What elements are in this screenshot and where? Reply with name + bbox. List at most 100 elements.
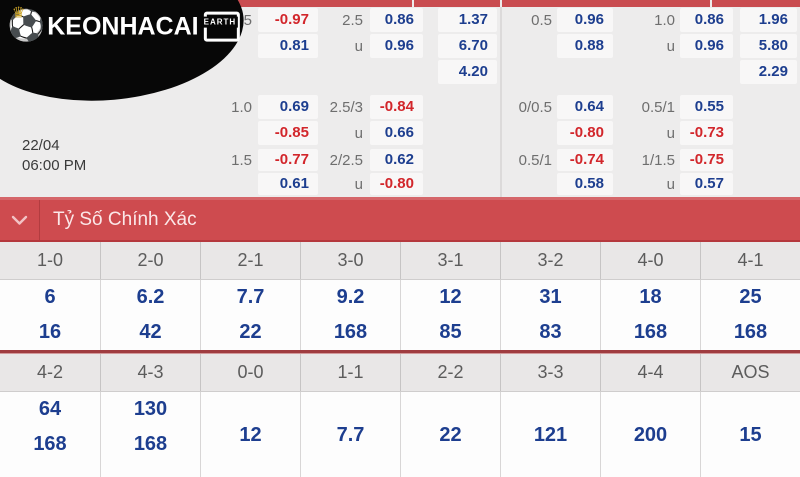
under-indicator: u [666, 38, 675, 55]
over-under-odds-value[interactable]: 0.96 [370, 34, 423, 58]
score-cell[interactable]: 64 168 [0, 392, 100, 477]
under-indicator: u [354, 176, 363, 193]
score-column-header: 3-2 [500, 242, 600, 279]
over-under-odds: 0.86 0.96 [370, 8, 423, 60]
panel-divider [500, 7, 502, 197]
score-odds-value[interactable]: 83 [539, 321, 562, 343]
handicap-odds-value[interactable]: 0.88 [557, 34, 613, 58]
over-under-odds-value[interactable]: -0.84 [370, 95, 423, 119]
odds-group: 0.5 0.96 0.88 1.0 u 0.86 0.96 1.96 5.80 2.29 [500, 8, 797, 86]
score-odds-value[interactable]: 22 [439, 423, 462, 446]
score-column-header: 4-0 [600, 242, 700, 279]
over-under-odds: 0.62 -0.80 [370, 149, 423, 197]
handicap-odds: -0.77 0.61 [258, 149, 318, 197]
score-odds-value[interactable]: 85 [439, 321, 462, 343]
score-column-header: 4-2 [36, 362, 63, 382]
score-odds-value[interactable]: 16 [38, 321, 62, 343]
over-under-odds-value[interactable]: 0.62 [370, 149, 423, 171]
score-odds-value[interactable]: 7.7 [336, 423, 365, 446]
score-odds-value[interactable]: 168 [33, 433, 67, 455]
handicap-odds-value[interactable]: -0.74 [557, 149, 613, 171]
over-under-line-text: 2.5 [342, 12, 363, 29]
score-column-header: 2-0 [100, 242, 200, 279]
score-column-header: 2-2 [400, 354, 500, 391]
score-cell[interactable]: 121 [500, 392, 600, 477]
score-cell[interactable]: 9.2 168 [300, 280, 400, 350]
handicap-odds-value[interactable]: 0.58 [557, 173, 613, 195]
score-cell[interactable]: 12 [200, 392, 300, 477]
handicap-odds-value[interactable]: 0.81 [258, 34, 318, 58]
score-cell[interactable]: 25 168 [700, 280, 800, 350]
one-x-two-odds-value[interactable]: 2.29 [740, 60, 797, 84]
over-under-odds-value[interactable]: -0.80 [370, 173, 423, 195]
score-odds-value[interactable]: 7.7 [236, 286, 265, 308]
score-odds-value[interactable]: 168 [333, 321, 368, 343]
score-cell[interactable]: 7.7 [300, 392, 400, 477]
handicap-odds-value[interactable]: 0.69 [258, 95, 318, 119]
over-under-odds-value[interactable]: 0.86 [680, 8, 733, 32]
odds-panel-away: 0.5 0.96 0.88 1.0 u 0.86 0.96 1.96 5.80 2.29 0/0.5… [500, 0, 800, 197]
over-under-odds-value[interactable]: 0.86 [370, 8, 423, 32]
over-under-odds-value[interactable]: 0.96 [680, 34, 733, 58]
handicap-odds-value[interactable]: 0.96 [557, 8, 613, 32]
over-under-odds-value[interactable]: 0.57 [680, 173, 733, 195]
score-odds-value[interactable]: 168 [733, 321, 768, 343]
score-odds-value[interactable]: 15 [739, 423, 762, 446]
score-cell[interactable]: 15 [700, 392, 800, 477]
under-indicator: u [666, 125, 675, 142]
score-odds-value[interactable]: 6 [44, 286, 56, 308]
one-x-two-odds-value[interactable]: 5.80 [740, 34, 797, 58]
handicap-odds-value[interactable]: -0.97 [258, 8, 318, 32]
score-odds-value[interactable]: 12 [439, 286, 462, 308]
handicap-odds-value[interactable]: 0.61 [258, 173, 318, 195]
score-cell[interactable]: 31 83 [500, 280, 600, 350]
score-odds-value[interactable]: 12 [239, 423, 262, 446]
over-under-odds: -0.84 0.66 [370, 95, 423, 147]
score-odds-value[interactable]: 42 [139, 321, 162, 343]
over-under-odds-value[interactable]: 0.55 [680, 95, 733, 119]
score-column-header: 4-3 [100, 354, 200, 391]
score-cell[interactable]: 6 16 [0, 280, 100, 350]
score-odds-value[interactable]: 31 [539, 286, 562, 308]
correct-score-section-bar[interactable]: Tỷ Số Chính Xác [0, 197, 800, 242]
score-odds-value[interactable]: 25 [739, 286, 762, 308]
score-cell[interactable]: 130 168 [100, 392, 200, 477]
handicap-odds-value[interactable]: -0.77 [258, 149, 318, 171]
over-under-odds-value[interactable]: 0.66 [370, 121, 423, 145]
under-indicator: u [354, 38, 363, 55]
odds-panel-home: 1/1.5-0.970.812.5u0.860.961.376.704.201.… [0, 0, 500, 197]
over-under-odds-value[interactable]: -0.73 [680, 121, 733, 145]
strip-segment [502, 0, 710, 7]
score-cell[interactable]: 12 85 [400, 280, 500, 350]
score-cell[interactable]: 18 168 [600, 280, 700, 350]
handicap-odds: 0.64 -0.80 [557, 95, 613, 147]
handicap-odds-value[interactable]: 0.64 [557, 95, 613, 119]
handicap-odds-value[interactable]: -0.85 [258, 121, 318, 145]
score-cell[interactable]: 22 [400, 392, 500, 477]
score-odds-value[interactable]: 121 [533, 423, 568, 446]
score-odds-value[interactable]: 168 [633, 321, 668, 343]
score-cell[interactable]: 7.7 22 [200, 280, 300, 350]
score-odds-value[interactable]: 9.2 [336, 286, 365, 308]
one-x-two-odds-value[interactable]: 1.37 [438, 8, 497, 32]
score-odds-value[interactable]: 18 [639, 286, 662, 308]
score-odds-value[interactable]: 22 [239, 321, 262, 343]
over-under-odds-value[interactable]: -0.75 [680, 149, 733, 171]
one-x-two-odds-value[interactable]: 4.20 [438, 60, 497, 84]
score-odds-value[interactable]: 130 [133, 398, 168, 420]
collapse-toggle[interactable] [0, 200, 40, 240]
over-under-odds: 0.55 -0.73 [680, 95, 733, 147]
handicap-odds-value[interactable]: -0.80 [557, 121, 613, 145]
one-x-two-odds-value[interactable]: 6.70 [438, 34, 497, 58]
under-indicator: u [666, 176, 675, 193]
score-odds-value[interactable]: 64 [38, 398, 62, 420]
over-under-label: 2.5 u [318, 8, 363, 60]
score-odds-value[interactable]: 168 [133, 433, 168, 455]
match-date: 22/04 [22, 137, 60, 154]
handicap-label-text: 1.5 [231, 152, 252, 169]
score-odds-value[interactable]: 6.2 [136, 286, 165, 308]
score-cell[interactable]: 200 [600, 392, 700, 477]
score-odds-value[interactable]: 200 [633, 423, 668, 446]
one-x-two-odds-value[interactable]: 1.96 [740, 8, 797, 32]
score-cell[interactable]: 6.2 42 [100, 280, 200, 350]
